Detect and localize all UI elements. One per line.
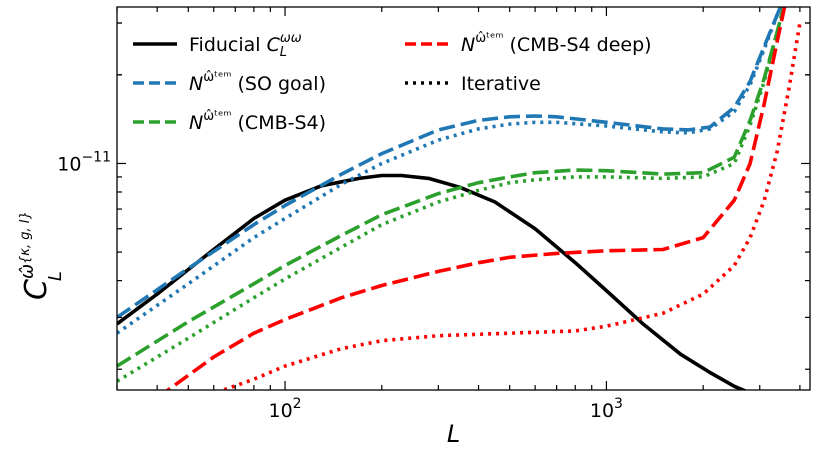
series-line-3 — [117, 7, 786, 368]
legend: Fiducial Cωω L Nω̂ᵗᵉᵐ (SO goal) Nω̂ᵗᵉᵐ (CMB… — [133, 31, 652, 134]
legend-label-so: Nω̂ᵗᵉᵐ (SO goal) — [189, 70, 326, 95]
series-line-5 — [164, 7, 787, 390]
legend-label-s4: Nω̂ᵗᵉᵐ (CMB-S4) — [189, 109, 326, 134]
y-axis-label: Cω̂{κ, g, I}L — [17, 211, 66, 300]
x-tick-label: 103 — [590, 396, 623, 422]
y-tick-label: 10−11 — [57, 149, 111, 175]
x-tick-label: 102 — [268, 396, 301, 422]
axis-labels: 102 103 10−11 L Cω̂{κ, g, I}L — [17, 149, 623, 448]
plot-frame — [116, 6, 811, 391]
series-line-1 — [117, 7, 783, 319]
x-axis-label: L — [447, 420, 460, 448]
series-line-6 — [218, 22, 802, 390]
series-line-2 — [117, 7, 783, 335]
svg-text:Cω̂{κ, g, I}L: Cω̂{κ, g, I}L — [17, 211, 66, 300]
legend-label-s4deep: Nω̂ᵗᵉᵐ (CMB-S4 deep) — [461, 31, 652, 56]
legend-label-iter: Iterative — [461, 73, 541, 95]
series-layer — [117, 7, 802, 390]
series-line-0 — [117, 173, 748, 390]
legend-label-fiducial: Fiducial Cωω L — [189, 31, 302, 60]
